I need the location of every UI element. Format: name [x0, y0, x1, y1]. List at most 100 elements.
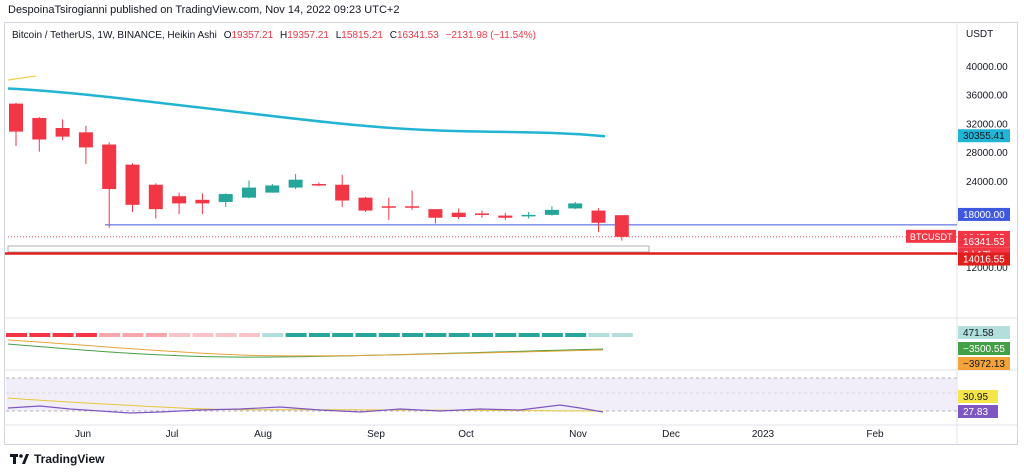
candle-body	[405, 206, 420, 208]
price-label-box	[958, 234, 1010, 248]
macd-histogram-bar	[192, 333, 214, 337]
x-tick-label: Feb	[866, 429, 884, 440]
macd-histogram-bar	[402, 333, 424, 337]
rsi-band	[6, 378, 957, 411]
candle-body	[265, 185, 280, 193]
candle-body	[102, 144, 117, 190]
price-label-box	[958, 390, 998, 403]
y-tick-label: 28000.00	[966, 148, 1008, 159]
candle-body	[32, 117, 47, 140]
rsi-ma-line	[7, 397, 604, 412]
candle-body	[148, 184, 163, 210]
candle-body	[288, 179, 303, 188]
chart-frame	[4, 22, 1018, 445]
candle-body	[451, 212, 466, 218]
macd-histogram-bar	[308, 333, 330, 337]
price-label: 14016.55	[963, 255, 1005, 266]
price-label-box	[958, 129, 1010, 143]
macd-histogram-bar	[99, 333, 121, 337]
y-tick-label: 40000.00	[966, 62, 1008, 73]
price-label-box	[958, 405, 998, 418]
y-axis-unit: USDT	[966, 29, 993, 40]
macd-histogram-bar	[472, 333, 493, 337]
macd-histogram-bar	[611, 333, 633, 337]
x-tick-label: 2023	[752, 429, 775, 440]
candle-body	[242, 187, 256, 198]
candle-body	[614, 215, 629, 237]
candle-body	[591, 210, 606, 223]
macd-histogram-bar	[495, 333, 517, 337]
macd-histogram-bar	[588, 333, 610, 337]
price-label: −3500.55	[963, 344, 1005, 355]
macd-histogram-bar	[355, 333, 377, 337]
macd-histogram-bar	[122, 333, 144, 337]
footer-brand: TradingView	[10, 452, 104, 466]
publisher-line: DespoinaTsirogianni published on Trading…	[8, 4, 400, 16]
moving-average-yellow-line	[7, 75, 37, 81]
price-label: 16341.53	[963, 237, 1005, 248]
candle-body	[544, 209, 559, 215]
symbol-tag: BTCUSDT	[910, 232, 953, 242]
macd-histogram-bar	[332, 333, 354, 337]
candle-body	[218, 194, 233, 202]
brand-name: TradingView	[34, 452, 105, 466]
price-label: −3972.13	[963, 359, 1005, 370]
candle-body	[521, 214, 536, 217]
macd-line	[7, 343, 604, 358]
candle-body	[55, 128, 70, 137]
price-label-box	[958, 252, 1010, 266]
price-label: 27.83	[963, 407, 988, 418]
ohlc-change: −2131.98 (−11.54%)	[445, 30, 536, 41]
macd-histogram-bar	[239, 333, 260, 337]
ohlc-high-label: H	[279, 30, 288, 41]
macd-histogram-bar	[145, 333, 167, 337]
macd-histogram-bar	[75, 333, 97, 337]
macd-histogram-bar	[262, 333, 284, 337]
candle-body	[428, 209, 443, 218]
macd-histogram-bar	[29, 333, 51, 337]
ohlc-open: 19357.21	[231, 30, 274, 41]
macd-histogram-bar	[6, 333, 27, 337]
ohlc-low-label: L	[335, 30, 342, 41]
price-label-box	[958, 207, 1010, 221]
y-tick-label: 36000.00	[966, 91, 1008, 102]
candle-body	[358, 197, 373, 211]
signal-line	[7, 339, 604, 357]
range-box	[7, 245, 650, 253]
price-label-box	[958, 326, 1010, 339]
macd-histogram-bar	[378, 333, 400, 337]
ohlc-high: 19357.21	[287, 30, 329, 41]
price-label: 30355.41	[963, 131, 1005, 142]
price-label: 18000.00	[963, 210, 1005, 221]
x-tick-label: Jul	[166, 429, 179, 440]
tradingview-logo-icon	[10, 454, 29, 464]
candle-body	[568, 203, 583, 209]
price-label: 30.95	[963, 392, 988, 403]
price-label-box	[958, 342, 1010, 355]
moving-average-line	[7, 87, 606, 138]
candle-body	[475, 213, 489, 215]
candle-body	[78, 132, 93, 148]
macd-histogram-bar	[518, 333, 540, 337]
candle-body	[381, 206, 396, 208]
symbol-tag-box	[906, 229, 956, 243]
candle-body	[311, 184, 326, 186]
x-tick-label: Dec	[662, 429, 680, 440]
macd-histogram-bar	[541, 333, 563, 337]
macd-histogram-bar	[425, 333, 447, 337]
y-tick-label: 32000.00	[966, 119, 1008, 130]
rsi-line	[7, 404, 604, 414]
price-label-box	[958, 357, 1010, 370]
ohlc-low: 15815.21	[341, 30, 383, 41]
macd-histogram-bar	[215, 333, 237, 337]
candle-body	[9, 103, 23, 132]
macd-histogram-bar	[565, 333, 587, 337]
y-tick-label: 24000.00	[966, 177, 1008, 188]
candle-body	[498, 215, 513, 218]
macd-histogram-bar	[169, 333, 191, 337]
macd-histogram-bar	[448, 333, 470, 337]
candle-body	[172, 196, 187, 204]
y-tick-label: 12000.00	[966, 263, 1008, 274]
ohlc-open-label: O	[223, 30, 232, 41]
